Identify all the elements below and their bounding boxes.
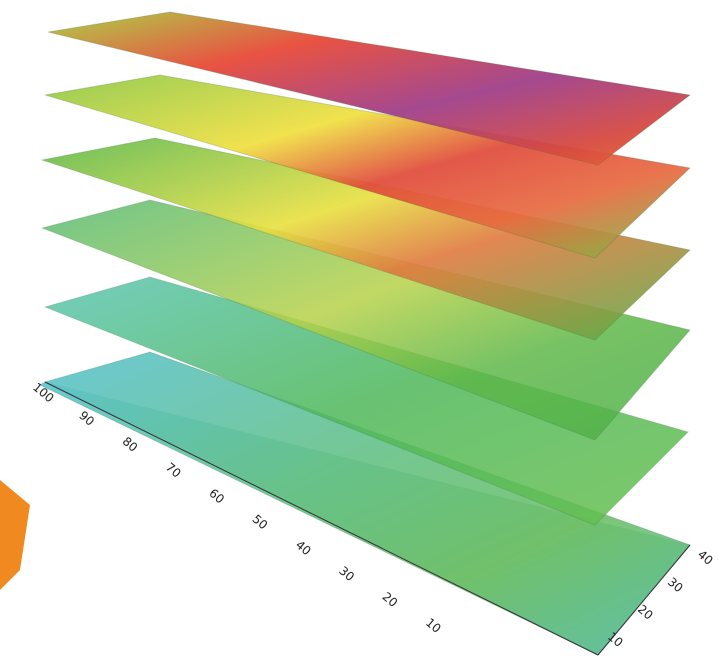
- tick-label: 60: [206, 486, 227, 507]
- tick-label: 30: [336, 564, 357, 585]
- layer: [40, 199, 691, 441]
- tick-label: 50: [250, 512, 271, 533]
- tick-label: 40: [293, 538, 314, 559]
- tick-label: 80: [120, 434, 141, 455]
- layer: [40, 137, 692, 341]
- layers: [38, 11, 692, 656]
- side-shape: [0, 480, 30, 590]
- depth-axis: [44, 381, 599, 656]
- tick-label: 40: [695, 547, 716, 568]
- tick-label: 30: [665, 575, 686, 596]
- layer: [47, 11, 692, 166]
- layer: [44, 74, 692, 259]
- width-axis: [597, 544, 691, 656]
- tick-label: 70: [163, 460, 184, 481]
- tick-label: 10: [423, 615, 444, 636]
- layer: [43, 276, 689, 526]
- tick-label: 20: [380, 589, 401, 610]
